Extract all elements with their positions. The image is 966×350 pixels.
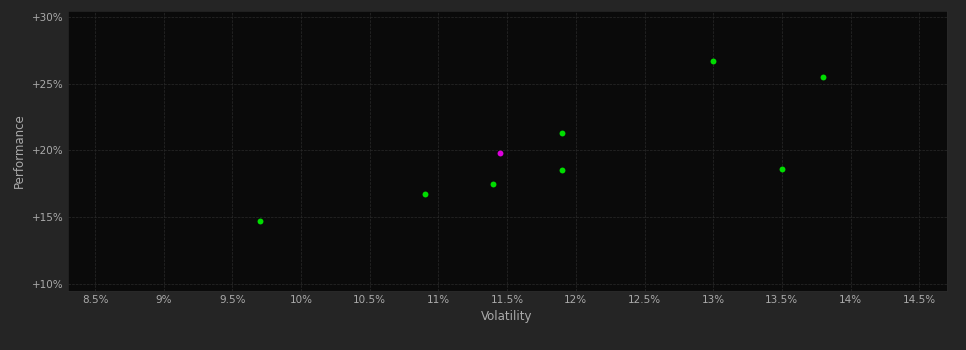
Point: [815, 74, 831, 80]
Y-axis label: Performance: Performance: [14, 113, 26, 188]
Point: [493, 150, 508, 156]
X-axis label: Volatility: Volatility: [481, 310, 533, 323]
Point: [252, 218, 268, 224]
Point: [417, 192, 433, 197]
Point: [774, 166, 789, 172]
Point: [554, 130, 570, 136]
Point: [486, 181, 501, 187]
Point: [705, 58, 721, 64]
Point: [554, 168, 570, 173]
